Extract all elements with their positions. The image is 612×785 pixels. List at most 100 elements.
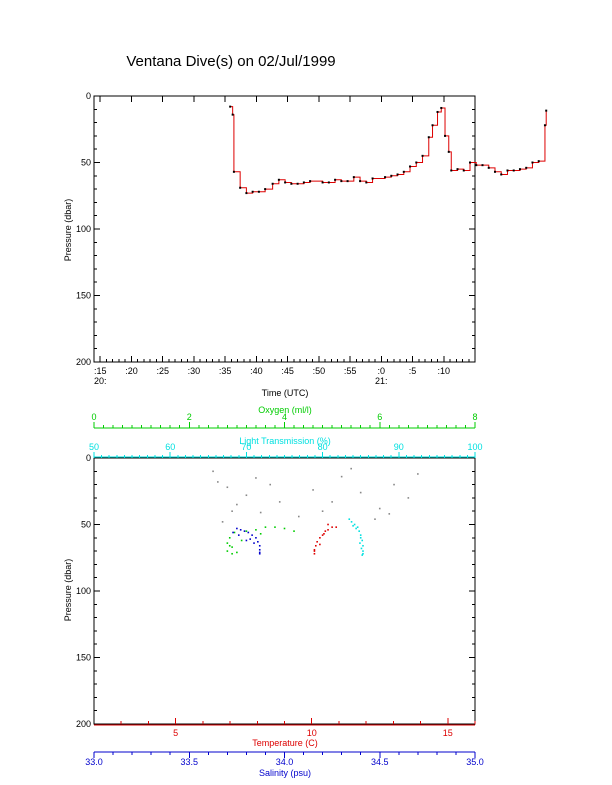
pressure-trace-point	[440, 106, 443, 109]
temperature-tick-label: 10	[307, 728, 317, 738]
pressure-trace-point	[352, 176, 355, 179]
pressure-trace-point	[232, 170, 235, 173]
pressure-trace-point	[450, 169, 453, 172]
top-y-tick-label: 150	[76, 291, 91, 301]
shallow-point	[359, 491, 362, 494]
light-transmission-point	[360, 547, 363, 550]
top-y-tick-label: 50	[81, 158, 91, 168]
shallow-point	[245, 494, 248, 497]
top-x-hour-label: 20:	[94, 376, 107, 386]
top-y-tick-label: 200	[76, 357, 91, 367]
oxygen-point	[231, 552, 233, 555]
pressure-trace-point	[481, 164, 484, 167]
pressure-trace-point	[296, 182, 299, 185]
salinity-tick-label: 34.5	[371, 757, 389, 767]
salinity-tick-label: 33.0	[85, 757, 103, 767]
oxygen-point	[259, 533, 262, 535]
salinity-point	[258, 544, 261, 547]
top-data-marks	[229, 105, 548, 195]
shallow-point	[331, 501, 333, 503]
shallow-point	[221, 521, 224, 523]
shallow-point	[236, 503, 238, 506]
transmission-tick-label: 90	[394, 442, 404, 452]
pressure-trace-point	[512, 169, 515, 172]
pressure-trace-line	[230, 106, 547, 194]
top-x-tick-label: :30	[188, 366, 201, 376]
shallow-point	[393, 483, 395, 486]
bottom-y-tick-label: 200	[76, 719, 91, 729]
bottom-plot-frame	[93, 457, 476, 725]
shallow-point	[417, 473, 419, 475]
pressure-trace-point	[431, 124, 434, 127]
salinity-point	[253, 542, 255, 544]
shallow-point	[321, 510, 324, 512]
top-x-tick-label: :15	[94, 366, 107, 376]
temperature-tick-label: 5	[173, 728, 178, 738]
oxygen-point	[264, 526, 267, 528]
pressure-trace-point	[402, 170, 405, 173]
shallow-point	[226, 486, 229, 489]
shallow-point	[231, 510, 233, 512]
oxygen-point	[228, 537, 231, 539]
bottom-y-axis-label: Pressure (dbar)	[63, 559, 73, 622]
top-x-tick-label: :5	[409, 366, 417, 376]
pressure-trace-point	[321, 181, 324, 184]
temperature-point	[319, 543, 321, 546]
salinity-point	[258, 552, 261, 555]
pressure-trace-point	[409, 165, 412, 168]
salinity-tick-label: 35.0	[466, 757, 484, 767]
top-plot-frame	[93, 95, 476, 363]
pressure-trace-point	[531, 161, 534, 164]
light-transmission-point	[350, 521, 353, 523]
oxygen-point	[226, 550, 229, 552]
temperature-point	[314, 544, 317, 547]
pressure-trace-point	[365, 181, 368, 184]
pressure-trace-point	[427, 136, 430, 139]
temperature-point	[313, 550, 316, 552]
oxygen-point	[255, 529, 257, 531]
shallow-point	[212, 470, 214, 473]
bottom-y-tick-label: 50	[81, 520, 91, 530]
profile-chart: Pressure (dbar) Oxygen (ml/l) Light Tran…	[63, 405, 484, 778]
transmission-tick-label: 70	[241, 442, 251, 452]
oxygen-point	[233, 531, 236, 534]
salinity-point	[245, 539, 248, 542]
pressure-trace-point	[290, 182, 293, 185]
light-transmission-point	[355, 527, 357, 530]
pressure-trace-point	[447, 150, 450, 153]
top-x-tick-label: :55	[344, 366, 357, 376]
oxygen-point	[228, 544, 231, 547]
light-transmission-point	[361, 554, 364, 556]
temperature-point	[327, 529, 329, 531]
pressure-trace-point	[371, 177, 374, 180]
oxygen-point	[293, 530, 295, 532]
shallow-point	[374, 518, 376, 520]
pressure-trace-point	[346, 180, 349, 183]
temperature-point	[313, 552, 316, 555]
top-x-tick-label: :10	[438, 366, 451, 376]
light-transmission-point	[362, 552, 364, 555]
oxygen-point	[283, 527, 286, 530]
temperature-point	[331, 526, 333, 528]
salinity-point	[247, 531, 250, 534]
oxygen-tick-label: 6	[377, 412, 382, 422]
salinity-tick-label: 34.0	[276, 757, 294, 767]
light-transmission-point	[359, 534, 362, 536]
salinity-point	[239, 529, 242, 531]
pressure-trace-point	[537, 160, 540, 163]
temperature-tick-label: 15	[443, 728, 453, 738]
temperature-point	[313, 548, 316, 551]
pressure-trace-point	[284, 181, 287, 184]
light-transmission-point	[359, 537, 362, 539]
transmission-tick-label: 60	[165, 442, 175, 452]
shallow-point	[407, 497, 410, 499]
oxygen-point	[245, 530, 248, 532]
light-transmission-point	[348, 518, 351, 520]
salinity-point	[249, 538, 252, 540]
salinity-axis-label: Salinity (psu)	[259, 768, 311, 778]
shallow-point	[378, 507, 381, 510]
pressure-trace-point	[436, 110, 439, 113]
top-x-tick-label: :35	[219, 366, 232, 376]
